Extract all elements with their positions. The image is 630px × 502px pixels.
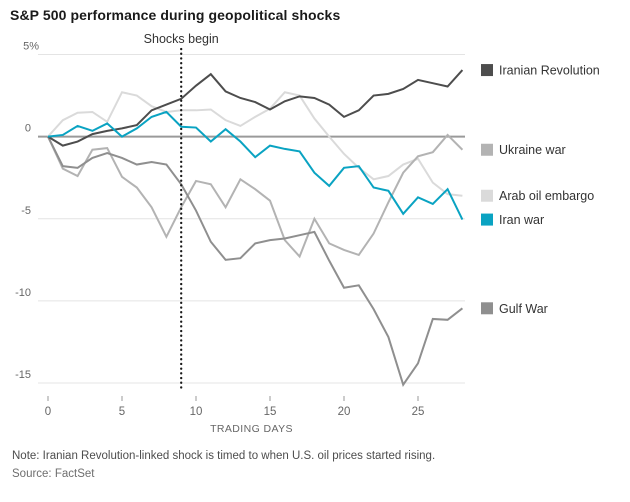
legend-swatch-iran-war — [481, 213, 493, 226]
x-axis-title: TRADING DAYS — [210, 423, 293, 435]
legend-label-gulf-war: Gulf War — [499, 302, 548, 316]
legend-label-iranian-revolution: Iranian Revolution — [499, 64, 600, 78]
x-axis-tick-label: 0 — [45, 406, 51, 418]
chart-source: Source: FactSet — [12, 468, 95, 480]
x-axis-tick-label: 5 — [119, 406, 125, 418]
x-axis-tick-label: 20 — [338, 406, 351, 418]
series-line-gulf-war — [47, 136, 464, 387]
y-axis-tick-label: -10 — [15, 287, 31, 299]
series-line-ukraine-war — [47, 133, 464, 259]
y-axis-tick-label: 5% — [23, 40, 39, 52]
legend-swatch-gulf-war — [481, 302, 493, 315]
x-axis-tick-label: 25 — [412, 406, 425, 418]
legend-swatch-arab-oil-embargo — [481, 189, 493, 202]
legend-swatch-iranian-revolution — [481, 64, 493, 77]
y-axis-tick-label: 0 — [25, 123, 31, 135]
chart-title: S&P 500 performance during geopolitical … — [10, 7, 341, 23]
series-line-arab-oil-embargo — [47, 91, 463, 197]
legend-label-iran-war: Iran war — [499, 213, 544, 227]
series-line-iranian-revolution — [47, 69, 464, 147]
y-axis-tick-label: -15 — [15, 369, 31, 381]
x-axis-tick-label: 15 — [264, 406, 277, 418]
shocks-begin-label: Shocks begin — [144, 32, 219, 46]
x-axis-tick-label: 10 — [190, 406, 203, 418]
legend-label-ukraine-war: Ukraine war — [499, 143, 566, 157]
legend-label-arab-oil-embargo: Arab oil embargo — [499, 189, 594, 203]
legend-swatch-ukraine-war — [481, 143, 493, 156]
chart-note: Note: Iranian Revolution-linked shock is… — [12, 450, 436, 462]
y-axis-tick-label: -5 — [21, 205, 31, 217]
series-line-iran-war — [47, 110, 464, 221]
